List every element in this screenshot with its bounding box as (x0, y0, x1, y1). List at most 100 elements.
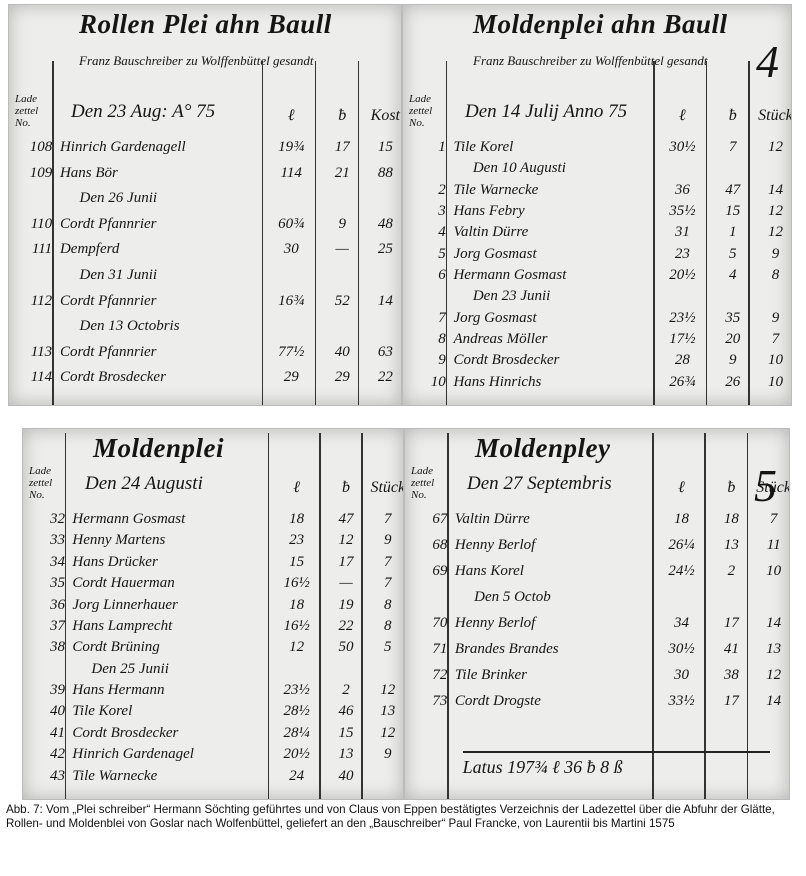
page-subtitle: Franz Bauschreiber zu Wolffenbüttel gesa… (79, 53, 314, 68)
entry-value: 28½ (283, 703, 310, 720)
date-heading: Den 14 Julij Anno 75 (465, 101, 628, 122)
entry-name: Tile Brinker (454, 667, 527, 683)
ledger-page: Moldenpley 5 Lade zettel No. Den 27 Septemb… (404, 428, 790, 800)
entry-name: Henny Berlof (454, 537, 536, 553)
entry-value: 34 (673, 615, 689, 631)
entry-value: 17 (723, 693, 739, 709)
entry-name: Tile Warnecke (72, 767, 158, 784)
entry-number: 8 (438, 331, 446, 347)
entry-value: 21 (334, 164, 350, 181)
entry-number: 32 (50, 511, 65, 527)
entry-value: 14 (766, 693, 782, 709)
entry-value: 12 (380, 682, 396, 699)
entry-name: Hinrich Gardenagell (59, 139, 186, 155)
entry-value: 17 (338, 553, 354, 570)
entry-value: 7 (729, 139, 737, 155)
entry-value: 10 (766, 563, 782, 579)
entry-name: Hans Korel (454, 563, 524, 579)
entry-value: 47 (725, 181, 741, 198)
entry-value: 16¾ (278, 292, 305, 309)
entry-value: 40 (338, 767, 354, 784)
entry-number: 6 (438, 267, 446, 283)
page-subtitle: Franz Bauschreiber zu Wolffenbüttel gesa… (473, 53, 708, 68)
entry-value: 18 (673, 511, 689, 527)
page-title: Moldenplei ahn Baull (473, 9, 728, 39)
ruling (704, 433, 706, 799)
date-entry: Den 26 Junii (79, 190, 158, 207)
ruling (357, 61, 360, 405)
entry-value: 19¾ (278, 139, 305, 155)
entry-value: 5 (729, 245, 737, 262)
ruling (261, 61, 264, 405)
entry-value: 12 (338, 532, 354, 549)
entry-name: Hans Lamprecht (72, 617, 173, 634)
entry-name: Henny Berlof (454, 615, 536, 631)
date-heading: Den 27 Septembris (467, 473, 612, 494)
entry-value: 17½ (669, 331, 696, 347)
ruling (319, 433, 321, 799)
ruling (64, 433, 67, 799)
column-header: ƀ (338, 107, 347, 124)
column-header: ƀ (728, 107, 737, 124)
entry-value: 24 (289, 767, 305, 784)
entry-value: 16½ (283, 575, 310, 592)
ledger-page: Moldenplei ahn Baull Franz Bauschreiber z… (402, 4, 792, 406)
entry-name: Hans Febry (453, 203, 525, 219)
entry-value: 26¼ (668, 537, 695, 553)
column-header: Stück (758, 107, 792, 124)
entry-value: 9 (338, 215, 346, 232)
entry-value: 8 (384, 617, 392, 634)
entry-number: 9 (438, 352, 446, 369)
entry-value: 29 (283, 369, 299, 386)
date-heading: Den 23 Aug: A° 75 (71, 101, 216, 122)
entry-value: 33½ (668, 693, 695, 709)
entry-number: 111 (31, 241, 53, 258)
entry-value: 30 (283, 241, 299, 258)
entry-name: Cordt Brüning (72, 639, 160, 656)
entry-value: 17 (723, 615, 739, 631)
entry-name: Cordt Pfannrier (59, 292, 157, 309)
number-label: Lade zettel No. (409, 93, 433, 129)
entry-value: 12 (767, 203, 783, 219)
page-title: Moldenplei (93, 433, 224, 463)
entry-number: 34 (50, 553, 65, 570)
entry-value: 2 (727, 563, 736, 579)
entry-value: 7 (769, 511, 778, 527)
entry-number: 68 (432, 537, 448, 553)
entry-value: 28 (674, 352, 690, 369)
ruling (361, 433, 363, 799)
column-header: ℓ (679, 107, 686, 124)
entry-value: 26 (725, 373, 741, 390)
entry-value: 12 (289, 639, 305, 656)
entry-number: 5 (438, 245, 446, 262)
entry-name: Dempferd (59, 241, 120, 258)
entry-number: 112 (30, 292, 53, 309)
entry-value: 46 (338, 703, 354, 720)
entry-value: 10 (767, 352, 783, 369)
entry-name: Tile Warnecke (453, 181, 539, 198)
entry-number: 38 (50, 639, 65, 656)
entry-value: 14 (377, 292, 393, 309)
entry-value: 38 (723, 667, 739, 683)
entry-value: 23 (674, 245, 690, 262)
entry-value: 31 (674, 224, 690, 241)
entry-value: 7 (384, 553, 392, 570)
ruling (705, 61, 708, 405)
entry-value: 12 (767, 139, 783, 155)
entry-name: Henny Martens (72, 532, 166, 549)
entry-number: 4 (438, 224, 446, 241)
entry-number: 41 (50, 724, 65, 741)
entry-value: 18 (723, 511, 739, 527)
entry-name: Hermann Gosmast (72, 511, 186, 527)
entry-value: 114 (280, 164, 302, 181)
entry-value: 7 (384, 511, 392, 527)
entry-value: 41 (723, 641, 739, 657)
entry-value: 9 (384, 532, 392, 549)
entry-number: 70 (432, 615, 448, 631)
entry-value: 12 (380, 724, 396, 741)
page-number: 5 (754, 460, 777, 511)
date-entry: Den 10 Augusti (472, 160, 566, 177)
entry-value: 26¾ (669, 373, 696, 390)
entry-value: 48 (377, 215, 393, 232)
